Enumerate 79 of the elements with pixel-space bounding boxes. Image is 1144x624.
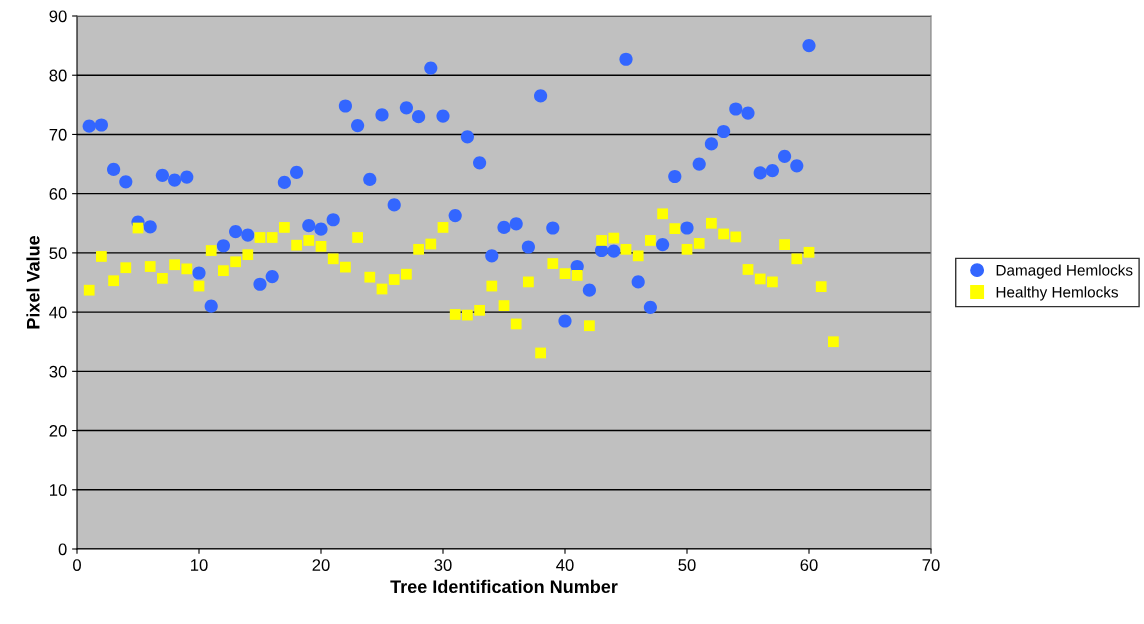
point: [302, 219, 316, 233]
point: [314, 222, 328, 236]
point: [351, 118, 365, 133]
point: [656, 238, 670, 252]
point: [473, 156, 487, 170]
point: [168, 173, 182, 187]
point: [290, 165, 304, 179]
y-tick-label: 10: [50, 484, 67, 496]
point: [216, 239, 230, 253]
point: [412, 110, 426, 124]
point: [680, 221, 694, 235]
point: [326, 213, 340, 227]
point: [363, 172, 377, 187]
point: [460, 130, 474, 144]
point: [717, 124, 731, 139]
point: [94, 118, 108, 132]
point: [729, 102, 743, 116]
y-tick-label: 20: [49, 424, 67, 437]
point: [424, 61, 438, 75]
point: [375, 108, 389, 122]
y-tick-label: 60: [49, 188, 67, 200]
point: [692, 157, 706, 171]
point: [704, 137, 718, 151]
y-tick-label: 30: [49, 365, 67, 378]
point: [485, 249, 499, 263]
legend-label: Healthy Hemlocks: [996, 286, 1118, 301]
y-tick-label: 50: [49, 247, 67, 260]
y-tick-label: 80: [49, 69, 67, 82]
y-tick-label: 70: [49, 128, 67, 141]
point: [778, 149, 792, 163]
point: [399, 101, 413, 115]
point: [521, 240, 535, 254]
point: [790, 159, 804, 173]
point: [534, 89, 548, 103]
point: [155, 168, 169, 182]
point: [204, 299, 218, 313]
point: [143, 220, 157, 234]
point: [253, 277, 267, 291]
point: [741, 106, 755, 120]
point: [229, 224, 243, 239]
y-axis-title: Pixel Value: [26, 235, 40, 329]
point: [582, 283, 596, 297]
point: [387, 198, 401, 212]
x-tick-label: 40: [556, 559, 574, 571]
point: [241, 228, 255, 242]
x-tick-label: 20: [312, 559, 330, 571]
point: [497, 220, 511, 235]
point: [265, 269, 279, 284]
point: [643, 300, 657, 314]
point: [558, 314, 572, 328]
point: [82, 119, 96, 133]
x-tick-label: 0: [73, 559, 81, 571]
x-tick-label: 50: [678, 559, 696, 571]
point: [448, 208, 462, 223]
point: [436, 109, 450, 123]
point: [338, 99, 352, 113]
x-tick-label: 70: [922, 559, 940, 571]
point: [607, 244, 621, 258]
x-tick-label: 10: [191, 559, 208, 571]
point: [277, 175, 291, 189]
point: [180, 170, 194, 184]
x-axis-title: Tree Identification Number: [390, 579, 618, 594]
point: [192, 266, 206, 280]
y-tick-label: 90: [49, 10, 67, 23]
legend-label: Damaged Hemlocks: [996, 264, 1133, 279]
y-tick-label: 40: [49, 306, 67, 319]
point: [107, 162, 121, 176]
point: [668, 169, 682, 184]
x-tick-label: 30: [434, 559, 452, 571]
point: [753, 166, 767, 180]
point: [765, 163, 779, 178]
point: [802, 39, 816, 53]
x-tick-label: 60: [800, 559, 818, 571]
point: [546, 221, 560, 235]
point: [619, 52, 633, 66]
point: [509, 217, 523, 231]
y-tick-label: 0: [58, 543, 67, 556]
point: [631, 275, 645, 289]
point: [119, 175, 133, 189]
